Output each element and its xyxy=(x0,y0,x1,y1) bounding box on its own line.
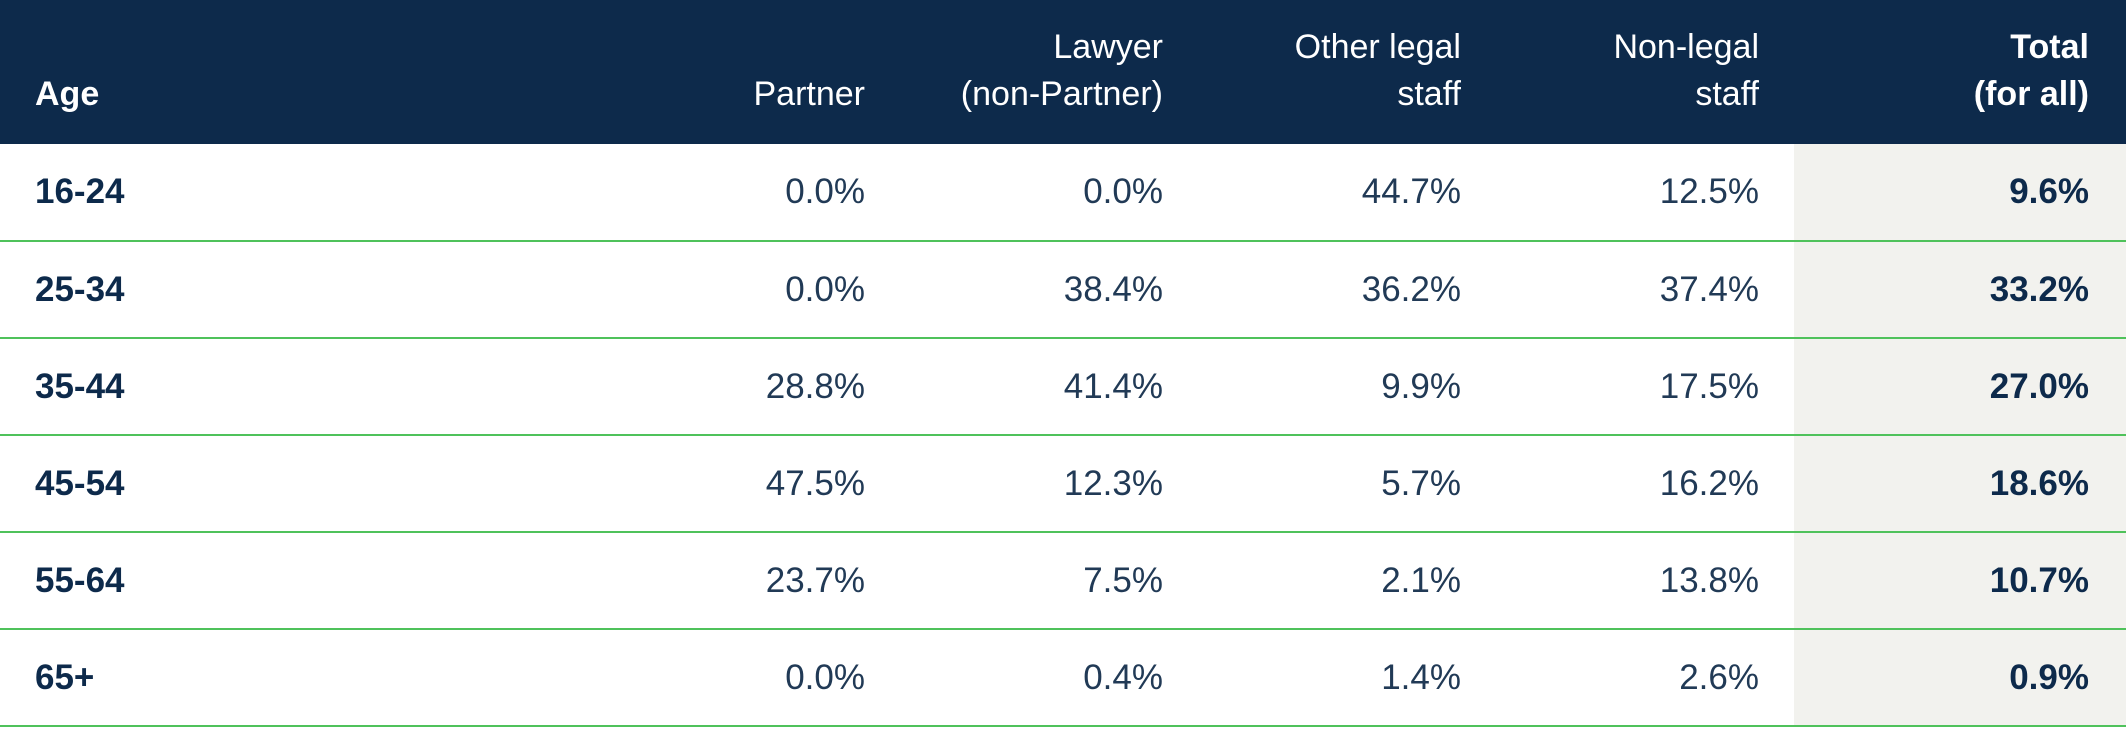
cell-other-legal: 44.7% xyxy=(1361,172,1461,211)
cell-other-legal: 9.9% xyxy=(1381,366,1461,406)
table-row: 35-44 28.8% 41.4% 9.9% 17.5% 27.0% xyxy=(0,338,2126,435)
cell-partner: 23.7% xyxy=(765,560,865,600)
cell-partner: 28.8% xyxy=(765,366,865,406)
header-partner: Partner xyxy=(622,0,900,144)
cell-age: 45-54 xyxy=(35,463,125,503)
cell-other-legal: 5.7% xyxy=(1381,463,1461,503)
table-row: 55-64 23.7% 7.5% 2.1% 13.8% 10.7% xyxy=(0,532,2126,629)
cell-age: 65+ xyxy=(35,657,95,697)
header-total: Total (for all) xyxy=(1794,0,2126,144)
table-row: 16-24 0.0% 0.0% 44.7% 12.5% 9.6% xyxy=(0,144,2126,241)
cell-other-legal: 36.2% xyxy=(1361,269,1461,309)
cell-other-legal: 1.4% xyxy=(1381,657,1461,697)
header-other-legal-staff: Other legal staff xyxy=(1198,0,1496,144)
header-nonlegal-line2: staff xyxy=(1695,75,1759,113)
header-age-label: Age xyxy=(35,75,100,113)
cell-total: 9.6% xyxy=(1794,144,2126,241)
table-row: 65+ 0.0% 0.4% 1.4% 2.6% 0.9% xyxy=(0,629,2126,726)
cell-other-legal: 2.1% xyxy=(1381,560,1461,600)
cell-lawyer: 0.0% xyxy=(1083,172,1163,211)
cell-total: 33.2% xyxy=(1794,241,2126,338)
cell-lawyer: 12.3% xyxy=(1063,463,1163,503)
cell-non-legal: 12.5% xyxy=(1659,172,1759,211)
cell-total: 0.9% xyxy=(1794,629,2126,726)
cell-lawyer: 38.4% xyxy=(1063,269,1163,309)
cell-partner: 47.5% xyxy=(765,463,865,503)
header-partner-label: Partner xyxy=(753,75,866,113)
cell-total: 18.6% xyxy=(1794,435,2126,532)
header-row: Age Partner Lawyer (non-Partner) Other l… xyxy=(0,0,2126,144)
table-row: 25-34 0.0% 38.4% 36.2% 37.4% 33.2% xyxy=(0,241,2126,338)
cell-partner: 0.0% xyxy=(785,269,865,309)
header-total-line2: (for all) xyxy=(1973,75,2089,113)
cell-lawyer: 0.4% xyxy=(1083,657,1163,697)
cell-non-legal: 16.2% xyxy=(1659,463,1759,503)
cell-total: 27.0% xyxy=(1794,338,2126,435)
cell-age: 35-44 xyxy=(35,366,125,406)
cell-non-legal: 2.6% xyxy=(1679,657,1759,697)
header-nonlegal-line1: Non-legal xyxy=(1613,28,1759,66)
table-row: 45-54 47.5% 12.3% 5.7% 16.2% 18.6% xyxy=(0,435,2126,532)
cell-non-legal: 13.8% xyxy=(1659,560,1759,600)
cell-total: 10.7% xyxy=(1794,532,2126,629)
table-header: Age Partner Lawyer (non-Partner) Other l… xyxy=(0,0,2126,144)
cell-age: 16-24 xyxy=(35,172,125,211)
cell-age: 25-34 xyxy=(35,269,125,309)
cell-lawyer: 41.4% xyxy=(1063,366,1163,406)
header-lawyer: Lawyer (non-Partner) xyxy=(900,0,1198,144)
header-lawyer-line1: Lawyer xyxy=(1053,28,1163,66)
header-total-line1: Total xyxy=(2010,28,2089,66)
cell-lawyer: 7.5% xyxy=(1083,560,1163,600)
header-other-line1: Other legal xyxy=(1294,28,1461,66)
header-other-line2: staff xyxy=(1397,75,1461,113)
table-body: 16-24 0.0% 0.0% 44.7% 12.5% 9.6% 25-34 0… xyxy=(0,144,2126,726)
cell-partner: 0.0% xyxy=(785,172,865,211)
cell-non-legal: 37.4% xyxy=(1659,269,1759,309)
cell-partner: 0.0% xyxy=(785,657,865,697)
header-non-legal-staff: Non-legal staff xyxy=(1496,0,1794,144)
header-lawyer-line2: (non-Partner) xyxy=(960,75,1163,113)
cell-non-legal: 17.5% xyxy=(1659,366,1759,406)
header-age: Age xyxy=(0,0,622,144)
cell-age: 55-64 xyxy=(35,560,125,600)
